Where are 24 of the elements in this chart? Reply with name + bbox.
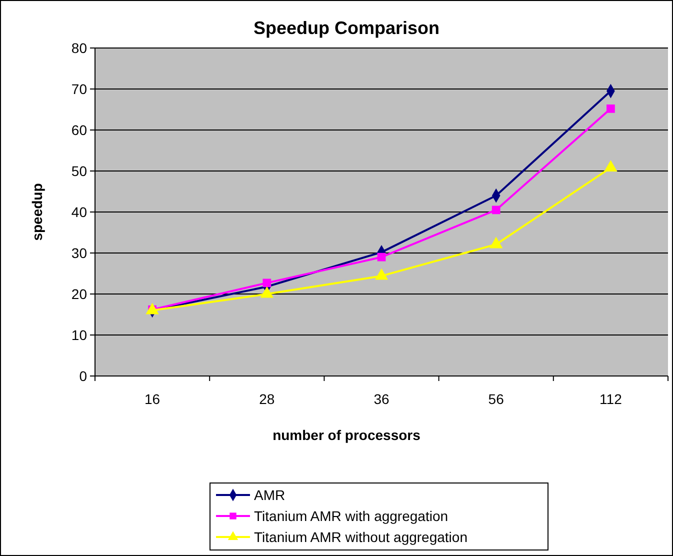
y-tick-label: 10: [71, 327, 88, 343]
point: [606, 104, 615, 113]
y-tick-label: 70: [71, 81, 88, 97]
y-tick-label: 0: [79, 368, 88, 384]
legend-label: Titanium AMR without aggregation: [254, 529, 468, 545]
x-tick-label: 16: [144, 391, 160, 407]
point: [262, 278, 272, 288]
legend-label: AMR: [254, 487, 286, 503]
chart-title: Speedup Comparison: [253, 18, 440, 38]
x-axis-title: number of processors: [272, 427, 421, 443]
y-tick-label: 50: [71, 163, 88, 179]
point: [377, 252, 386, 262]
point: [492, 206, 500, 214]
x-tick-label: 28: [259, 391, 275, 407]
y-tick-label: 20: [71, 286, 88, 302]
legend-label: Titanium AMR with aggregation: [254, 508, 448, 524]
y-tick-label: 40: [71, 204, 88, 220]
y-tick-label: 80: [71, 40, 88, 56]
y-axis-title: speedup: [29, 183, 45, 241]
x-tick-label: 56: [488, 391, 504, 407]
x-tick-label: 36: [374, 391, 390, 407]
y-tick-label: 60: [71, 122, 88, 138]
y-tick-label: 30: [71, 245, 88, 261]
x-tick-label: 112: [600, 391, 622, 407]
